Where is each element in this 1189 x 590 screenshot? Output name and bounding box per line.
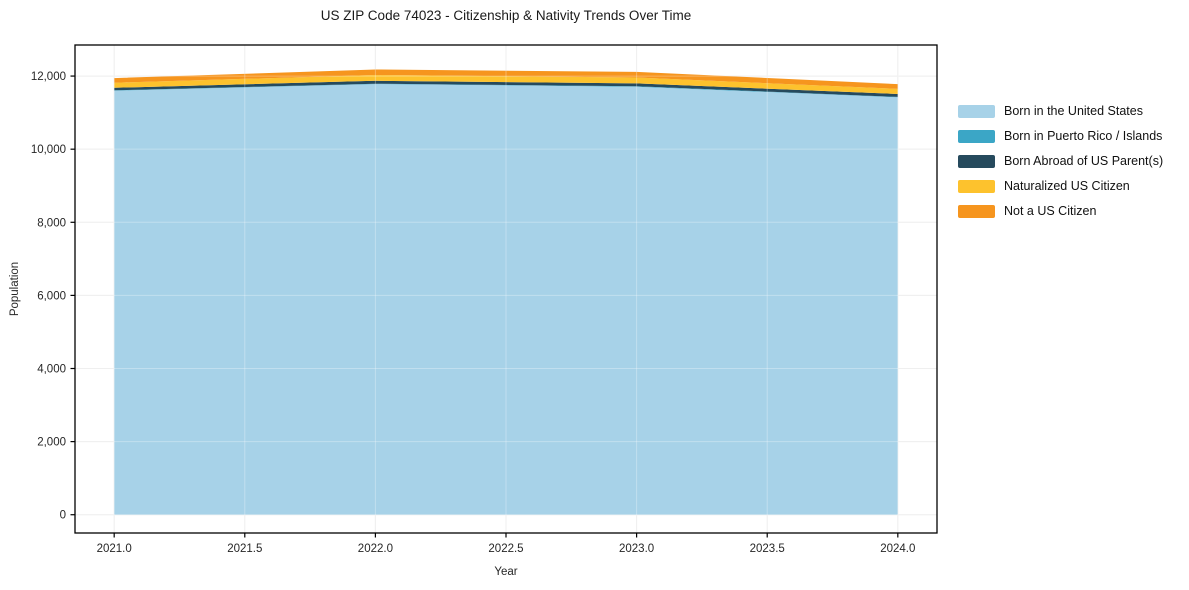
legend-swatch xyxy=(958,104,995,118)
y-tick-label: 4,000 xyxy=(37,364,66,376)
y-tick-label: 12,000 xyxy=(31,71,66,83)
x-tick-label: 2023.5 xyxy=(750,543,785,555)
area-series xyxy=(114,80,898,97)
legend-swatch xyxy=(958,204,995,218)
legend-item: Naturalized US Citizen xyxy=(958,179,1163,193)
legend-swatch xyxy=(958,154,995,168)
area-series xyxy=(114,84,898,515)
legend-label: Born in Puerto Rico / Islands xyxy=(1004,129,1163,143)
legend-item: Born Abroad of US Parent(s) xyxy=(958,154,1163,168)
legend-item: Born in Puerto Rico / Islands xyxy=(958,129,1163,143)
legend-label: Born Abroad of US Parent(s) xyxy=(1004,154,1164,168)
x-tick-label: 2021.0 xyxy=(97,543,132,555)
legend: Born in the United States Born in Puerto … xyxy=(958,104,1163,218)
y-tick-label: 10,000 xyxy=(31,144,66,156)
area-series xyxy=(114,69,898,89)
y-tick-label: 2,000 xyxy=(37,437,66,449)
x-tick-label: 2024.0 xyxy=(880,543,915,555)
legend-label: Not a US Citizen xyxy=(1004,204,1097,218)
y-tick-label: 0 xyxy=(60,510,66,522)
legend-swatch xyxy=(958,129,995,143)
legend-item: Not a US Citizen xyxy=(958,204,1163,218)
legend-label: Born in the United States xyxy=(1004,104,1143,118)
x-tick-label: 2023.0 xyxy=(619,543,654,555)
y-axis-label: Population xyxy=(9,262,21,316)
chart-title: US ZIP Code 74023 - Citizenship & Nativi… xyxy=(320,8,692,23)
x-tick-label: 2022.0 xyxy=(358,543,393,555)
area-series xyxy=(114,75,898,94)
legend-swatch xyxy=(958,179,995,193)
legend-label: Naturalized US Citizen xyxy=(1004,179,1130,193)
y-tick-label: 6,000 xyxy=(37,290,66,302)
y-tick-label: 8,000 xyxy=(37,217,66,229)
x-tick-label: 2021.5 xyxy=(227,543,262,555)
legend-item: Born in the United States xyxy=(958,104,1163,118)
x-axis-label: Year xyxy=(494,566,517,578)
x-tick-label: 2022.5 xyxy=(488,543,523,555)
